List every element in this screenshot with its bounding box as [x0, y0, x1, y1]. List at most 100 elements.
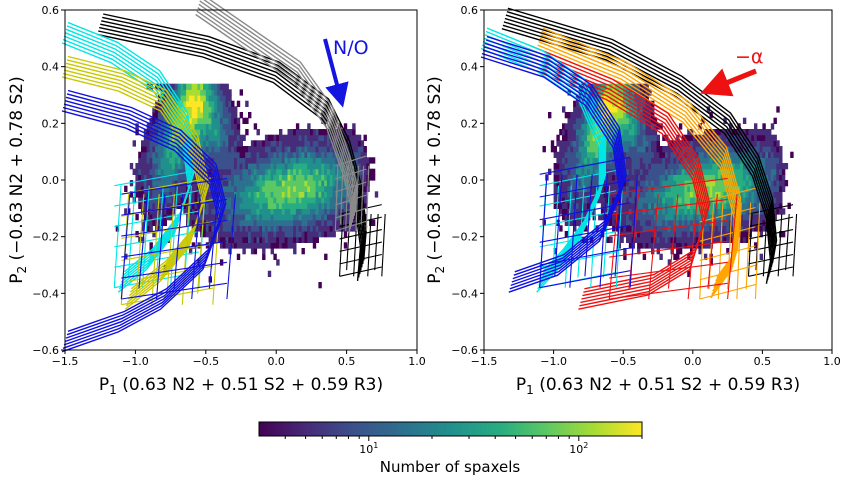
histogram-bin: [346, 151, 350, 158]
histogram-bin: [217, 117, 221, 124]
histogram-bin: [287, 140, 291, 147]
histogram-bin: [273, 236, 277, 243]
histogram-bin: [264, 163, 269, 170]
histogram-bin: [155, 168, 159, 175]
histogram-bin: [211, 123, 215, 130]
histogram-bin: [690, 157, 694, 164]
histogram-bin: [779, 180, 783, 187]
histogram-bin: [628, 174, 633, 181]
histogram-bin: [174, 95, 179, 102]
histogram-bin: [284, 140, 288, 147]
histogram-bin: [564, 123, 569, 130]
histogram-bin: [245, 231, 249, 238]
histogram-bin: [253, 219, 258, 226]
histogram-bin: [559, 146, 563, 153]
histogram-bin: [628, 140, 633, 147]
histogram-bin: [751, 180, 755, 187]
histogram-bin: [174, 163, 179, 170]
histogram-bin: [276, 134, 280, 141]
histogram-bin: [748, 163, 752, 170]
histogram-bin: [329, 180, 334, 187]
histogram-bin: [200, 219, 204, 226]
histogram-bin: [692, 208, 697, 215]
histogram-bin: [324, 202, 328, 209]
histogram-bin: [248, 163, 252, 170]
x-tick-label: 0.5: [338, 355, 356, 368]
histogram-bin: [256, 219, 260, 226]
histogram-bin: [287, 202, 291, 209]
histogram-bin: [222, 146, 227, 153]
histogram-bin: [645, 151, 649, 158]
histogram-bin: [623, 219, 627, 226]
histogram-bin: [290, 185, 294, 192]
x-tick-label: −1.5: [52, 355, 79, 368]
histogram-bin: [324, 185, 328, 192]
histogram-bin: [281, 214, 286, 221]
histogram-bin: [248, 151, 252, 158]
histogram-bin: [690, 140, 694, 147]
histogram-bin: [172, 100, 176, 107]
histogram-bin: [332, 202, 336, 209]
histogram-bin: [222, 123, 227, 130]
histogram-bin: [734, 140, 738, 147]
histogram-bin: [295, 163, 300, 170]
histogram-bin: [279, 157, 283, 164]
histogram-bin: [720, 185, 724, 192]
y-tick-label: 0.4: [461, 61, 479, 74]
histogram-bin: [678, 123, 683, 130]
histogram-bin: [651, 202, 655, 209]
histogram-bin: [318, 185, 322, 192]
histogram-bin: [678, 151, 683, 158]
histogram-bin: [631, 134, 635, 141]
histogram-bin: [626, 157, 630, 164]
histogram-bin: [326, 214, 331, 221]
histogram-bin: [575, 214, 580, 221]
histogram-bin: [645, 191, 649, 198]
histogram-bin: [690, 191, 694, 198]
histogram-bin: [642, 100, 647, 107]
histogram-bin: [279, 202, 283, 209]
histogram-bin: [665, 168, 669, 175]
histogram-bin: [149, 134, 153, 141]
model-mesh-line: [208, 194, 219, 289]
histogram-bin: [183, 95, 187, 102]
histogram-bin: [242, 231, 246, 238]
histogram-bin: [620, 100, 624, 107]
histogram-bin: [352, 151, 356, 158]
histogram-bin: [321, 208, 325, 215]
histogram-bin: [653, 242, 658, 249]
histogram-bin: [690, 163, 694, 170]
histogram-bin: [634, 83, 638, 90]
histogram-bin: [200, 117, 204, 124]
histogram-bin: [742, 191, 747, 198]
histogram-bin: [225, 157, 229, 164]
histogram-bin: [676, 174, 680, 181]
histogram-bin: [756, 202, 761, 209]
histogram-bin: [578, 157, 583, 164]
histogram-bin: [678, 242, 683, 249]
histogram-bin: [264, 208, 269, 215]
histogram-bin: [363, 191, 367, 198]
histogram-bin: [253, 197, 258, 204]
histogram-bin: [562, 168, 566, 175]
histogram-bin: [169, 140, 173, 147]
histogram-bin: [570, 219, 574, 226]
histogram-bin: [617, 117, 621, 124]
histogram-bin: [129, 180, 134, 187]
histogram-bin: [160, 157, 165, 164]
histogram-bin: [236, 225, 241, 232]
histogram-bin: [363, 163, 367, 170]
histogram-bin: [163, 180, 167, 187]
histogram-bin: [211, 89, 215, 96]
histogram-bin: [587, 185, 591, 192]
histogram-bin: [205, 95, 210, 102]
histogram-bin: [270, 219, 274, 226]
histogram-bin: [366, 163, 370, 170]
histogram-bin: [219, 225, 224, 232]
histogram-bin: [312, 208, 317, 215]
histogram-bin: [754, 185, 758, 192]
histogram-bin: [715, 157, 719, 164]
histogram-bin: [776, 197, 780, 204]
histogram-bin: [556, 151, 560, 158]
histogram-bin: [676, 157, 680, 164]
